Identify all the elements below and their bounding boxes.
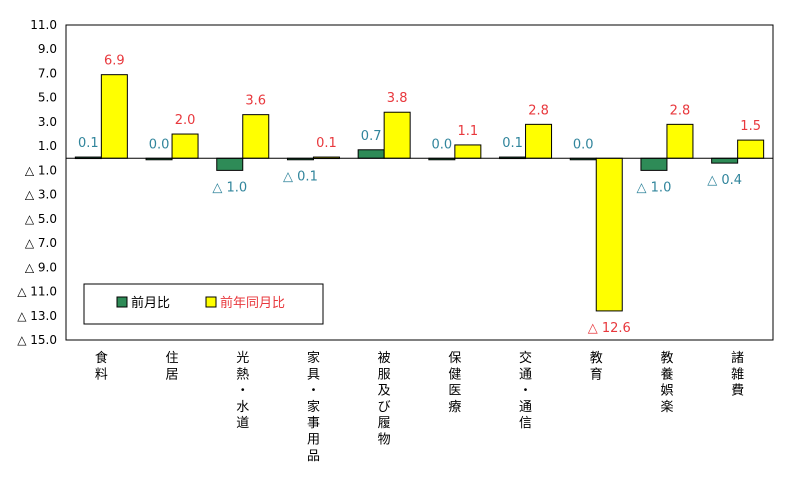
data-label-series-1: 2.0: [175, 113, 196, 128]
bars: [74, 74, 765, 312]
legend-swatch-series-1: [205, 296, 217, 308]
bar-series-0: [216, 157, 244, 171]
data-label-series-0: 0.1: [78, 136, 99, 151]
data-label-series-0: 0.0: [432, 137, 453, 152]
bar-series-1: [737, 139, 765, 159]
category-label: 住居: [166, 351, 179, 382]
y-tick-label: △ 15.0: [17, 333, 57, 347]
legend-label-series-0: 前月比: [131, 295, 170, 311]
data-label-series-0: △ 1.0: [212, 180, 247, 195]
data-label-series-1: 3.6: [245, 94, 266, 109]
legend-swatch-series-0: [116, 296, 128, 308]
y-tick-label: △ 11.0: [17, 285, 57, 299]
category-label: 被服及び履物: [378, 351, 391, 448]
category-label: 教育: [590, 350, 603, 382]
bar-series-1: [454, 144, 482, 159]
y-tick-label: 3.0: [38, 115, 57, 129]
bar-series-1: [525, 123, 553, 159]
category-label: 保健医療: [448, 351, 461, 415]
bar-series-0: [357, 149, 385, 159]
data-label-series-0: 0.1: [502, 136, 523, 151]
data-label-series-0: 0.0: [149, 137, 170, 152]
data-label-series-1: 0.1: [316, 136, 337, 151]
bar-series-1: [171, 133, 199, 159]
legend: 前月比 前年同月比: [83, 283, 324, 325]
y-axis-ticks: 11.0 9.0 7.0 5.0 3.0 1.0 △ 1.0 △ 3.0 △ 5.0 △ 7.0 △…: [17, 18, 57, 347]
category-label: 光熱・水道: [236, 351, 249, 431]
data-label-series-1: 3.8: [387, 91, 408, 106]
category-labels: 食料 住居 光熱・水道 家具・家事用品 被服及び履物 保健医療 交通・通信 教育 教養娯楽 諸雑費: [95, 350, 744, 464]
category-label: 交通・通信: [519, 350, 532, 431]
y-tick-label: △ 5.0: [25, 212, 57, 226]
data-label-series-1: 6.9: [104, 54, 125, 69]
bar-series-0: [711, 157, 739, 164]
bar-series-1: [383, 111, 411, 159]
data-label-series-0: △ 1.0: [637, 180, 672, 195]
data-label-series-1: 1.1: [458, 124, 479, 139]
y-tick-label: 5.0: [38, 91, 57, 105]
y-tick-label: 11.0: [30, 18, 57, 32]
bar-series-1: [242, 114, 270, 159]
y-tick-label: △ 1.0: [25, 163, 57, 177]
data-label-series-0: △ 0.4: [707, 173, 742, 188]
y-tick-label: △ 13.0: [17, 309, 57, 323]
y-tick-label: 7.0: [38, 66, 57, 80]
bar-series-0: [640, 157, 668, 171]
category-label: 教養娯楽: [660, 350, 673, 415]
data-label-series-0: 0.7: [361, 129, 382, 144]
y-tick-label: △ 3.0: [25, 188, 57, 202]
y-tick-label: 9.0: [38, 42, 57, 56]
category-label: 諸雑費: [731, 350, 744, 399]
y-tick-label: 1.0: [38, 139, 57, 153]
data-label-series-1: 1.5: [740, 119, 761, 134]
legend-label-series-1: 前年同月比: [220, 295, 285, 311]
category-label: 食料: [95, 350, 108, 382]
bar-series-1: [595, 157, 623, 312]
data-label-series-1: △ 12.6: [588, 321, 631, 336]
category-label: 家具・家事用品: [307, 350, 320, 464]
data-label-series-0: 0.0: [573, 137, 594, 152]
bar-series-1: [666, 123, 694, 159]
data-label-series-1: 2.8: [528, 103, 549, 118]
data-label-series-0: △ 0.1: [283, 169, 318, 184]
data-label-series-1: 2.8: [670, 103, 691, 118]
y-tick-label: △ 7.0: [25, 236, 57, 250]
data-labels: 0.1 0.0 △ 1.0 △ 0.1 0.7 0.0 0.1 0.0 △ 1.0 △ 0.4 6.…: [78, 54, 761, 336]
bar-series-1: [100, 74, 128, 159]
y-tick-label: △ 9.0: [25, 260, 57, 274]
